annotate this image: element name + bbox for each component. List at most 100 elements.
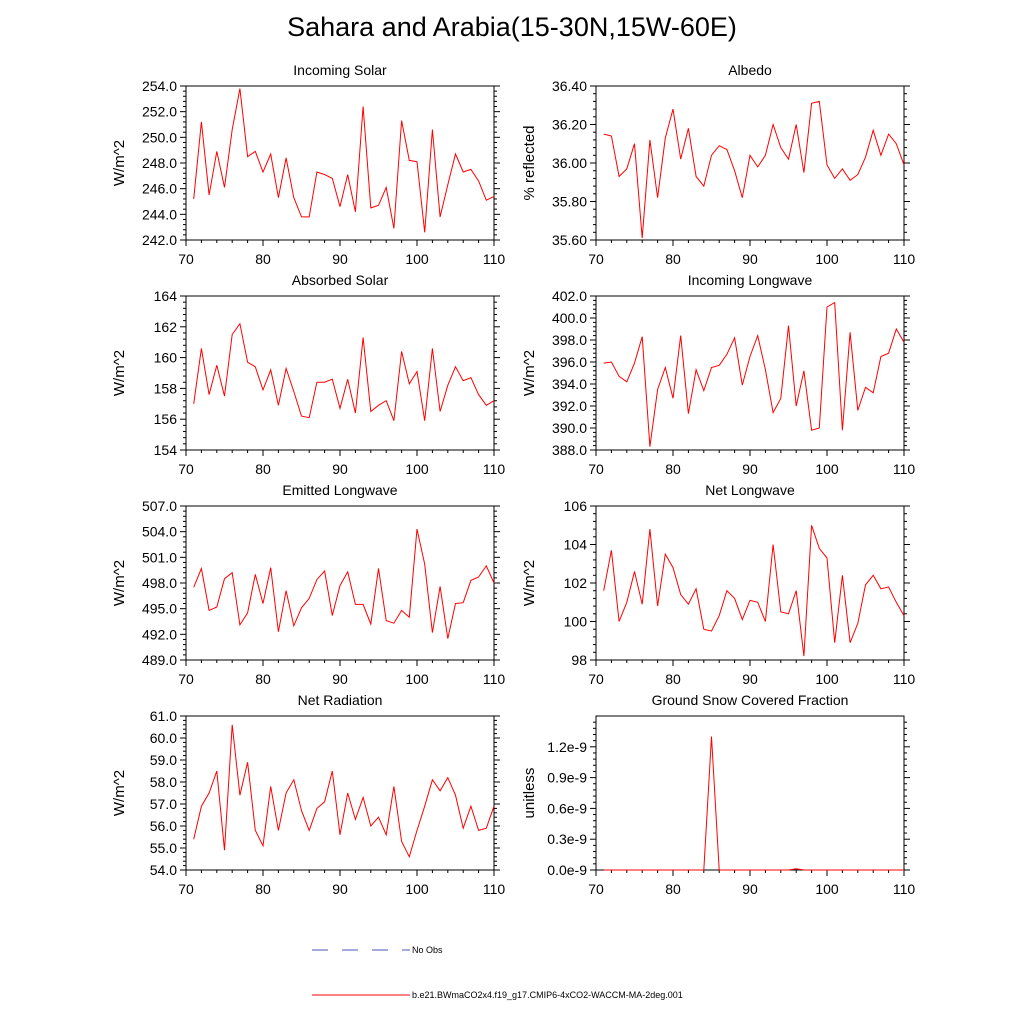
chart-albedo: Albedo 35.60 35.80 36.00 36.20 36.40 70 80 90 100…	[521, 62, 915, 267]
series-line	[603, 301, 905, 447]
y-tick-label: 55.0	[150, 840, 177, 856]
y-tick-label: 35.80	[552, 194, 587, 210]
y-tick-label: 252.0	[142, 104, 177, 120]
series-line	[193, 528, 495, 639]
y-tick-label: 0.0e-9	[547, 862, 587, 878]
x-tick-label: 100	[815, 251, 839, 267]
series-line	[603, 525, 905, 657]
x-tick-label: 70	[588, 881, 604, 897]
y-tick-label: 248.0	[142, 155, 177, 171]
y-tick-label: 388.0	[552, 442, 587, 458]
y-tick-label: 59.0	[150, 752, 177, 768]
plot-frame	[185, 85, 495, 241]
x-tick-label: 80	[665, 881, 681, 897]
y-tick-label: 104	[564, 537, 588, 553]
x-tick-label: 80	[665, 671, 681, 687]
x-tick-label: 110	[483, 671, 506, 687]
y-tick-label: 402.0	[552, 288, 587, 304]
legend-item-no-obs: No Obs	[312, 945, 443, 955]
x-tick-label: 110	[893, 251, 916, 267]
y-tick-label: 1.2e-9	[547, 739, 587, 755]
y-tick-label: 36.00	[552, 155, 587, 171]
x-tick-label: 70	[588, 461, 604, 477]
x-tick-label: 80	[665, 461, 681, 477]
series-line	[603, 100, 905, 239]
y-axis-label: W/m^2	[521, 560, 538, 606]
x-tick-label: 70	[588, 251, 604, 267]
plot-frame	[595, 295, 905, 451]
x-tick-label: 110	[483, 251, 506, 267]
y-tick-label: 106	[564, 498, 588, 514]
legend-item-model-run: b.e21.BWmaCO2x4.f19_g17.CMIP6-4xCO2-WACC…	[312, 990, 683, 1000]
x-tick-label: 110	[893, 881, 916, 897]
series-line	[193, 88, 495, 233]
y-tick-label: 164	[154, 288, 178, 304]
x-tick-label: 100	[405, 671, 429, 687]
y-tick-label: 254.0	[142, 78, 177, 94]
x-tick-label: 100	[815, 671, 839, 687]
chart-title: Albedo	[728, 62, 772, 78]
x-tick-label: 110	[893, 671, 916, 687]
x-tick-label: 70	[178, 671, 194, 687]
x-tick-label: 80	[665, 251, 681, 267]
y-tick-label: 57.0	[150, 796, 177, 812]
x-tick-label: 90	[332, 671, 348, 687]
y-tick-label: 400.0	[552, 310, 587, 326]
chart-title: Incoming Longwave	[688, 272, 813, 288]
y-tick-label: 61.0	[150, 708, 177, 724]
chart-absorbed-solar: Absorbed Solar 154 156 158 160 162 164 70 80 90 10…	[111, 272, 505, 477]
legend-label-no-obs: No Obs	[412, 945, 443, 955]
y-tick-label: 501.0	[142, 549, 177, 565]
y-tick-label: 35.60	[552, 232, 587, 248]
chart-title: Incoming Solar	[293, 62, 387, 78]
plot-frame	[595, 715, 905, 871]
x-tick-label: 90	[742, 251, 758, 267]
x-tick-label: 110	[483, 461, 506, 477]
legend-label-model-run: b.e21.BWmaCO2x4.f19_g17.CMIP6-4xCO2-WACC…	[412, 990, 683, 1000]
chart-incoming-solar: Incoming Solar 242.0 244.0 246.0 248.0 250.0 2…	[111, 62, 505, 267]
y-tick-label: 36.40	[552, 78, 587, 94]
y-tick-label: 98	[571, 652, 587, 668]
x-tick-label: 70	[178, 251, 194, 267]
x-tick-label: 90	[742, 881, 758, 897]
y-tick-label: 60.0	[150, 730, 177, 746]
x-tick-label: 80	[255, 251, 271, 267]
y-tick-label: 394.0	[552, 376, 587, 392]
chart-grid: Incoming Solar 242.0 244.0 246.0 248.0 250.0 2…	[111, 62, 916, 897]
x-tick-label: 100	[815, 461, 839, 477]
y-tick-label: 36.20	[552, 117, 587, 133]
legend: No Obs b.e21.BWmaCO2x4.f19_g17.CMIP6-4xC…	[312, 945, 683, 1000]
chart-title: Net Radiation	[298, 692, 383, 708]
y-tick-label: 244.0	[142, 206, 177, 222]
y-tick-label: 154	[154, 442, 178, 458]
y-tick-label: 54.0	[150, 862, 177, 878]
y-tick-label: 156	[154, 411, 178, 427]
y-tick-label: 398.0	[552, 332, 587, 348]
y-tick-label: 162	[154, 319, 178, 335]
series-line	[603, 736, 904, 871]
series-line	[193, 322, 495, 421]
y-tick-label: 492.0	[142, 626, 177, 642]
y-tick-label: 58.0	[150, 774, 177, 790]
plot-frame	[595, 85, 905, 241]
x-tick-label: 80	[255, 461, 271, 477]
y-tick-label: 246.0	[142, 181, 177, 197]
y-tick-label: 100	[564, 614, 588, 630]
chart-title: Emitted Longwave	[282, 482, 397, 498]
y-tick-label: 0.3e-9	[547, 831, 587, 847]
y-tick-label: 56.0	[150, 818, 177, 834]
x-tick-label: 80	[255, 671, 271, 687]
chart-net-longwave: Net Longwave 98 100 102 104 106 70 80 90 100 110 W/…	[521, 482, 915, 687]
x-tick-label: 90	[332, 461, 348, 477]
chart-title: Absorbed Solar	[292, 272, 389, 288]
y-tick-label: 498.0	[142, 575, 177, 591]
chart-incoming-longwave: Incoming Longwave 388.0 390.0 392.0 394.0 396…	[521, 272, 915, 477]
y-tick-label: 242.0	[142, 232, 177, 248]
series-line	[193, 724, 495, 859]
y-axis-label: % reflected	[521, 125, 538, 200]
y-tick-label: 504.0	[142, 524, 177, 540]
x-tick-label: 100	[405, 881, 429, 897]
x-tick-label: 100	[405, 461, 429, 477]
chart-net-radiation: Net Radiation 54.0 55.0 56.0 57.0 58.0 59.0 60.…	[111, 692, 505, 897]
y-axis-label: W/m^2	[111, 560, 128, 606]
